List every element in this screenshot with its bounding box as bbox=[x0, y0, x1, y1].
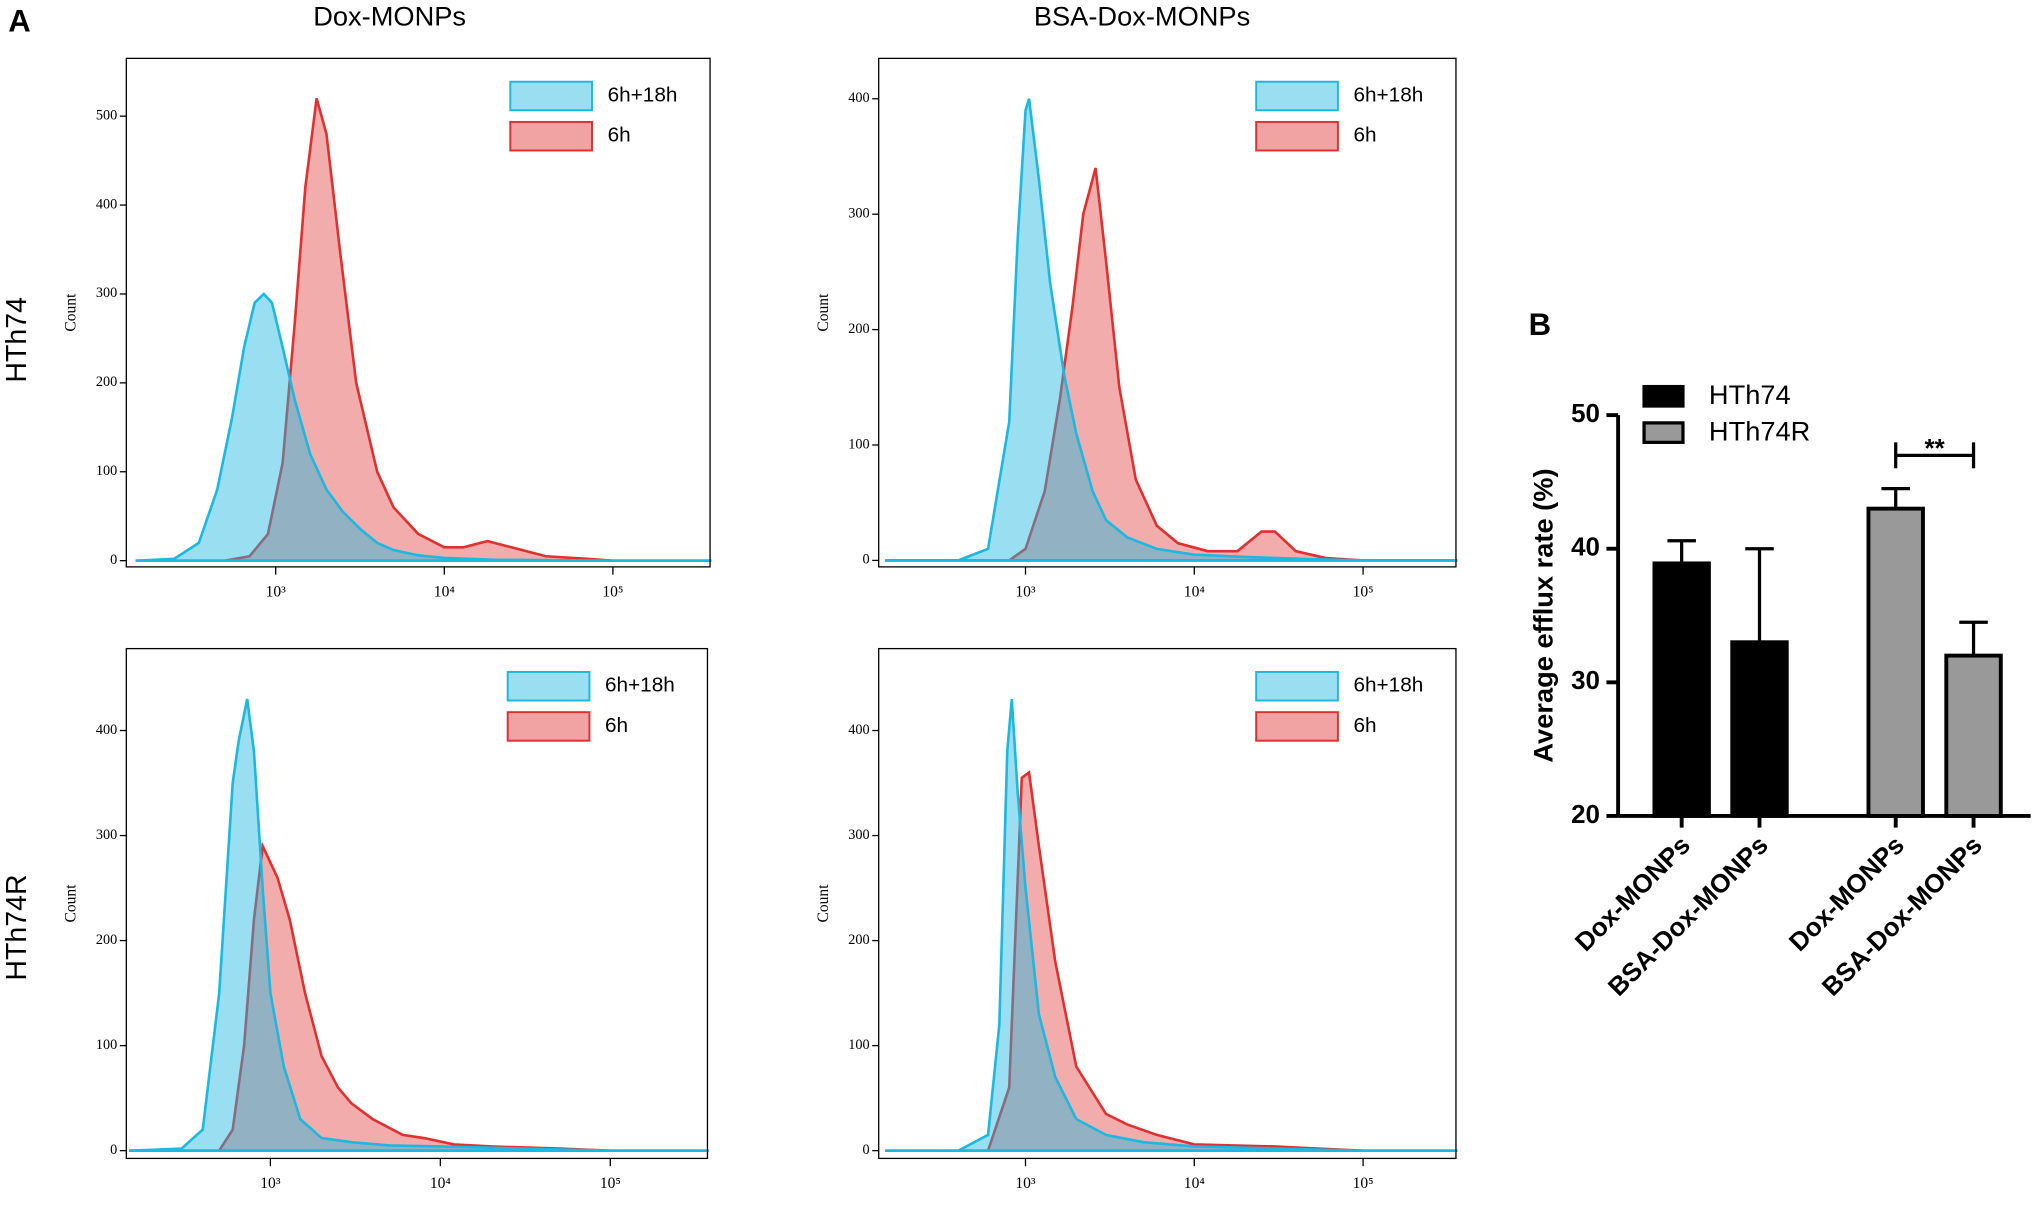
legend-label: 6h+18h bbox=[608, 83, 678, 106]
y-tick-label: 300 bbox=[848, 205, 869, 221]
y-tick-label: 0 bbox=[862, 552, 869, 568]
y-tick-label: 400 bbox=[848, 90, 869, 106]
legend-swatch bbox=[1255, 670, 1339, 702]
y-axis-label: Count bbox=[815, 293, 832, 332]
y-axis-label: Count bbox=[62, 293, 79, 332]
y-tick-label: 20 bbox=[1571, 801, 1600, 829]
legend-label: 6h+18h bbox=[605, 674, 675, 697]
plot-frame bbox=[878, 647, 1457, 1160]
y-axis-label: Count bbox=[815, 884, 832, 923]
y-tick-label: 300 bbox=[96, 827, 117, 843]
x-tick-label: 10⁵ bbox=[600, 1175, 621, 1192]
y-tick-label: 200 bbox=[96, 932, 117, 948]
plot-frame bbox=[125, 57, 711, 568]
legend-swatch bbox=[1255, 80, 1339, 112]
y-tick-label: 0 bbox=[110, 1142, 117, 1158]
histogram-area bbox=[135, 292, 712, 562]
y-tick-label: 200 bbox=[848, 932, 869, 948]
bar bbox=[1866, 506, 1925, 818]
y-tick-label: 400 bbox=[848, 722, 869, 738]
y-tick-label: 300 bbox=[96, 285, 117, 301]
y-tick-label: 400 bbox=[96, 196, 117, 212]
row-title: HTh74 bbox=[1, 297, 33, 383]
legend-swatch bbox=[506, 711, 591, 742]
histogram-area bbox=[885, 98, 1458, 562]
y-tick-label: 100 bbox=[96, 1037, 117, 1053]
x-tick-label: 10³ bbox=[1015, 1175, 1036, 1192]
legend-swatch bbox=[1255, 120, 1339, 152]
legend-label: 6h bbox=[1353, 124, 1376, 147]
legend-swatch bbox=[1255, 711, 1339, 742]
histogram-area bbox=[885, 167, 1458, 562]
x-tick-label: 10⁵ bbox=[602, 583, 623, 600]
legend-swatch bbox=[506, 670, 591, 702]
y-tick-label: 500 bbox=[96, 107, 117, 123]
legend-label: 6h bbox=[1353, 714, 1376, 737]
annotation: ** bbox=[1925, 435, 1946, 463]
row-title: HTh74R bbox=[1, 874, 33, 980]
legend-label: 6h bbox=[608, 124, 631, 147]
legend-label: HTh74R bbox=[1709, 415, 1810, 446]
legend-swatch bbox=[509, 120, 593, 152]
plot-frame bbox=[125, 647, 709, 1160]
y-tick-label: 100 bbox=[848, 1037, 869, 1053]
y-tick-label: 50 bbox=[1571, 400, 1600, 428]
x-tick-label: 10⁴ bbox=[1184, 1175, 1205, 1192]
column-title: Dox-MONPs bbox=[313, 0, 466, 31]
panel-label: A bbox=[8, 4, 30, 39]
y-tick-label: 200 bbox=[96, 374, 117, 390]
y-axis-label: Count bbox=[62, 884, 79, 923]
legend-label: 6h+18h bbox=[1353, 83, 1423, 106]
y-tick-label: 0 bbox=[862, 1142, 869, 1158]
y-tick-label: 40 bbox=[1571, 534, 1600, 562]
histogram-area bbox=[885, 698, 1458, 1152]
legend-label: 6h+18h bbox=[1353, 674, 1423, 697]
y-tick-label: 100 bbox=[96, 463, 117, 479]
x-tick-label: 10³ bbox=[266, 583, 287, 600]
histogram-area bbox=[129, 698, 709, 1152]
y-tick-label: 300 bbox=[848, 827, 869, 843]
y-tick-label: 30 bbox=[1571, 667, 1600, 695]
legend-label: 6h bbox=[605, 714, 628, 737]
legend-label: HTh74 bbox=[1709, 379, 1791, 410]
y-tick-label: 0 bbox=[110, 552, 117, 568]
legend-swatch bbox=[1642, 384, 1685, 408]
x-tick-label: 10⁴ bbox=[1184, 583, 1205, 600]
x-tick-label: 10⁵ bbox=[1353, 1175, 1374, 1192]
x-tick-label: 10⁵ bbox=[1353, 583, 1374, 600]
y-tick-label: 400 bbox=[96, 722, 117, 738]
histogram-area bbox=[885, 770, 1458, 1152]
bar bbox=[1652, 561, 1711, 818]
x-tick-label: 10⁴ bbox=[434, 583, 455, 600]
legend-swatch bbox=[509, 80, 593, 112]
y-tick-label: 100 bbox=[848, 436, 869, 452]
x-tick-label: 10³ bbox=[260, 1175, 281, 1192]
panel-label: B bbox=[1529, 307, 1551, 342]
y-tick-label: 200 bbox=[848, 321, 869, 337]
legend-swatch bbox=[1642, 421, 1685, 444]
bar bbox=[1730, 640, 1789, 818]
column-title: BSA-Dox-MONPs bbox=[1034, 0, 1250, 31]
x-tick-label: 10³ bbox=[1015, 583, 1036, 600]
bar bbox=[1944, 653, 2003, 818]
y-axis-label: Average efflux rate (%) bbox=[1528, 468, 1559, 762]
plot-frame bbox=[878, 57, 1457, 568]
x-tick-label: 10⁴ bbox=[430, 1175, 451, 1192]
